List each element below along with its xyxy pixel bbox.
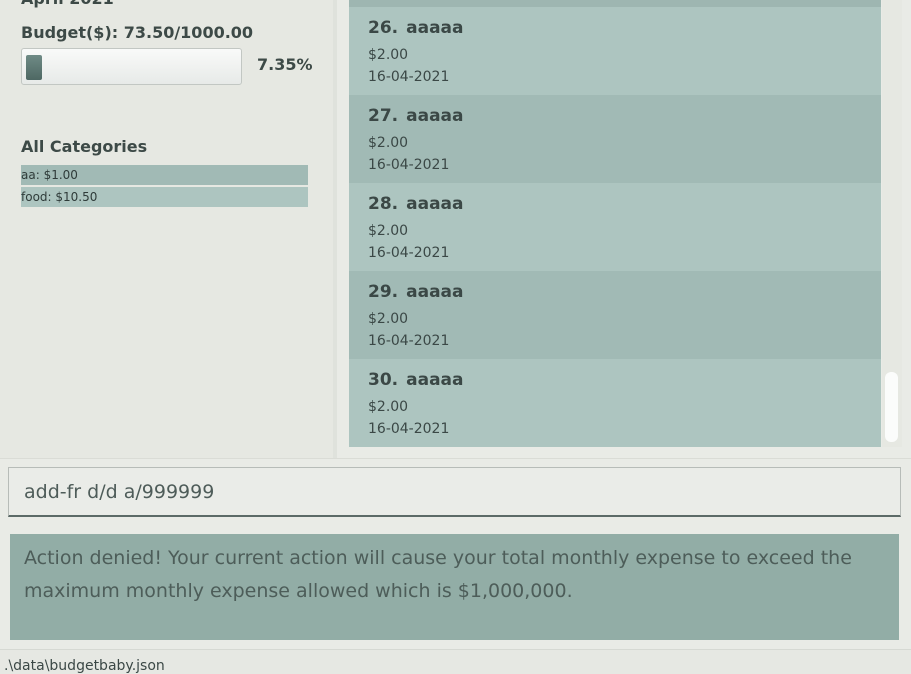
expense-description: aaaaa [406, 194, 464, 214]
expense-list-scrollbar[interactable] [882, 0, 902, 447]
expense-date: 16-04-2021 [368, 245, 450, 261]
expense-index: 30. [368, 370, 399, 390]
expense-card[interactable]: 28. aaaaa $2.00 16-04-2021 [349, 183, 881, 271]
expense-card[interactable]: 26. aaaaa $2.00 16-04-2021 [349, 7, 881, 95]
expense-title: 27. aaaaa [368, 106, 463, 126]
expense-amount: $2.00 [368, 399, 409, 415]
expense-title: 30. aaaaa [368, 370, 463, 390]
expense-index: 27. [368, 106, 399, 126]
expense-amount: $2.00 [368, 223, 409, 239]
expense-amount: $2.00 [368, 47, 409, 63]
expense-amount: $2.00 [368, 135, 409, 151]
budget-progress-percent: 7.35% [257, 55, 313, 74]
expense-amount: $2.00 [368, 311, 409, 327]
expense-list[interactable]: 26. aaaaa $2.00 16-04-2021 27. aaaaa $2.00… [349, 0, 881, 447]
expense-card[interactable]: 30. aaaaa $2.00 16-04-2021 [349, 359, 881, 447]
panel-divider [333, 0, 337, 458]
category-list[interactable]: aa: $1.00 food: $10.50 [21, 165, 308, 209]
budget-panel: April 2021 Budget($): 73.50/1000.00 7.35… [0, 0, 333, 458]
expense-date: 16-04-2021 [368, 333, 450, 349]
expense-description: aaaaa [406, 282, 464, 302]
result-display: Action denied! Your current action will … [10, 534, 899, 640]
command-input[interactable] [8, 467, 901, 517]
expense-date: 16-04-2021 [368, 421, 450, 437]
scrollbar-thumb[interactable] [885, 372, 898, 442]
budget-progress-fill [26, 55, 42, 80]
expense-title: 29. aaaaa [368, 282, 463, 302]
category-item-food[interactable]: food: $10.50 [21, 187, 308, 207]
expense-description: aaaaa [406, 18, 464, 38]
expense-card[interactable]: 29. aaaaa $2.00 16-04-2021 [349, 271, 881, 359]
expense-description: aaaaa [406, 106, 464, 126]
expense-card[interactable]: 27. aaaaa $2.00 16-04-2021 [349, 95, 881, 183]
expense-index: 29. [368, 282, 399, 302]
expense-title: 26. aaaaa [368, 18, 463, 38]
expense-title: 28. aaaaa [368, 194, 463, 214]
categories-title: All Categories [21, 137, 148, 156]
status-bar: .\data\budgetbaby.json [0, 649, 911, 674]
budget-label: Budget($): 73.50/1000.00 [21, 23, 254, 42]
expense-index: 28. [368, 194, 399, 214]
expense-card-partial [349, 0, 881, 7]
budget-progress-bar [21, 48, 242, 85]
expense-description: aaaaa [406, 370, 464, 390]
expense-date: 16-04-2021 [368, 69, 450, 85]
expense-date: 16-04-2021 [368, 157, 450, 173]
section-divider [0, 458, 911, 459]
data-file-path: .\data\budgetbaby.json [4, 658, 165, 674]
category-item-aa[interactable]: aa: $1.00 [21, 165, 308, 185]
expense-index: 26. [368, 18, 399, 38]
month-label: April 2021 [21, 0, 114, 8]
